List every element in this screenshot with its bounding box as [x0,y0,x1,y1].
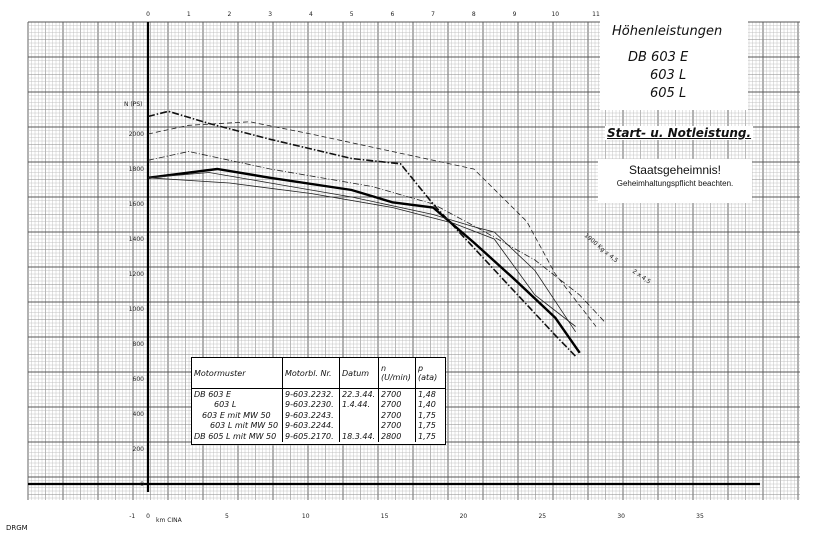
secret-note: Geheimhaltungspflicht beachten. [616,179,734,188]
legend-cell: 1,75 [418,421,436,431]
legend-cell [339,410,379,421]
y-tick-label: 1600 [129,201,144,208]
legend-header-rpm: n (U/min) [378,358,416,389]
legend-cell: 1.4.44. [339,399,379,410]
start-notleistung-label: Start- u. Notleistung. [605,126,754,140]
legend-row: DB 603 E 9-603.2232. 22.3.44. 2700 1,48 [192,388,445,400]
x-bottom-tick-label: 20 [460,513,468,520]
y-tick-label: 1800 [129,166,144,173]
legend-row: 603 E mit MW 50 9-603.2243. 2700 1,75 [192,410,445,421]
x-bottom-tick-label: 10 [302,513,310,520]
y-tick-label: 600 [133,376,145,383]
x-bottom-tick-label: 5 [225,513,229,520]
series-line-5 [147,172,576,333]
legend-cell [339,420,379,431]
legend-cell: DB 603 E [192,388,283,400]
chart-axes [28,22,760,492]
secret-stamp: Staatsgeheimnis! Geheimhaltungspflicht b… [598,159,752,203]
legend-cell: 2700 [378,388,416,400]
legend-cell: 18.3.44. [339,431,379,442]
y-tick-label: 2000 [129,131,144,138]
y-tick-label: 400 [133,411,145,418]
legend-cell: DB 605 L mit MW 50 [192,431,283,442]
legend-cell: 22.3.44. [339,388,379,400]
legend-table: Motormuster Motorbl. Nr. Datum n (U/min)… [191,357,446,445]
legend-cell: 603 L mit MW 50 [192,420,283,431]
legend-header-pressure: p (ata) [415,358,445,389]
chart-title-box: Höhenleistungen DB 603 E 603 L 605 L [600,18,748,110]
x-top-tick-label: 10 [551,11,559,18]
series-line-4 [147,167,581,354]
y-tick-label: 200 [133,446,145,453]
x-top-tick-label: 5 [350,11,354,18]
series-line-2 [147,121,597,327]
x-bottom-tick-label: 35 [696,513,704,520]
x-bottom-axis-label: km CINA [156,517,183,524]
legend-cell: 1,40 [418,400,436,410]
x-top-tick-label: 3 [268,11,272,18]
chart-subtitle-605l: 605 L [650,86,687,101]
legend-cell: 1,75 [418,410,436,420]
x-top-tick-label: 4 [309,11,313,18]
x-top-tick-label: 8 [472,11,476,18]
legend-cell: 9-603.2243. [282,410,340,421]
legend-cell: 1,48 [418,389,436,399]
x-top-tick-label: 7 [431,11,435,18]
legend-cell: 2700 [378,420,416,431]
y-axis-label: N (PS) [124,101,143,108]
x-bottom-tick-label: 25 [538,513,546,520]
x-top-tick-label: 6 [390,11,394,18]
x-top-tick-label: 0 [146,11,150,18]
y-tick-label: 1400 [129,236,144,243]
secret-headline: Staatsgeheimnis! [628,163,722,177]
legend-row: 603 L 9-603.2230. 1.4.44. 2700 1,40 [192,399,445,410]
x-top-tick-label: 9 [513,11,517,18]
x-bottom-tick-label: 0 [146,513,150,520]
graph-paper-grid [27,21,800,500]
y-tick-label: 0 [140,481,144,488]
legend-cell: 2700 [378,410,416,421]
series-line-3 [147,151,605,322]
legend-cell: 2800 [378,431,416,442]
legend-cell: 603 E mit MW 50 [192,410,283,421]
chart-series [147,110,605,357]
legend-row: 603 L mit MW 50 9-603.2244. 2700 1,75 [192,420,445,431]
legend-cell: 1,75 [418,431,436,441]
legend-row: DB 605 L mit MW 50 9-605.2170. 18.3.44. … [192,431,445,442]
legend-header-number: Motorbl. Nr. [282,358,340,389]
footer-mark: DRGM [6,524,28,532]
x-bottom-tick-label: 30 [617,513,625,520]
y-tick-label: 1000 [129,306,144,313]
x-top-tick-label: 2 [228,11,232,18]
y-tick-label: 800 [133,341,145,348]
legend-cell: 9-605.2170. [282,431,340,442]
legend-cell: 2700 [378,399,416,410]
y-tick-label: 1200 [129,271,144,278]
series-line-1 [147,110,577,357]
x-bottom-tick-label: -1 [129,513,135,520]
chart-subtitle-603l: 603 L [650,68,687,83]
legend-cell: 9-603.2232. [282,388,340,400]
legend-cell: 9-603.2230. [282,399,340,410]
legend-header-motor: Motormuster [192,358,283,389]
x-bottom-tick-label: 15 [381,513,389,520]
x-top-tick-label: 11 [592,11,600,18]
legend-cell: 9-603.2244. [282,420,340,431]
chart-subtitle-603e: DB 603 E [628,50,689,65]
chart-title: Höhenleistungen [612,24,723,39]
legend-cell: 603 L [192,399,283,410]
series-line-6 [147,177,576,327]
legend-header-date: Datum [339,358,379,389]
x-top-tick-label: 1 [187,11,191,18]
